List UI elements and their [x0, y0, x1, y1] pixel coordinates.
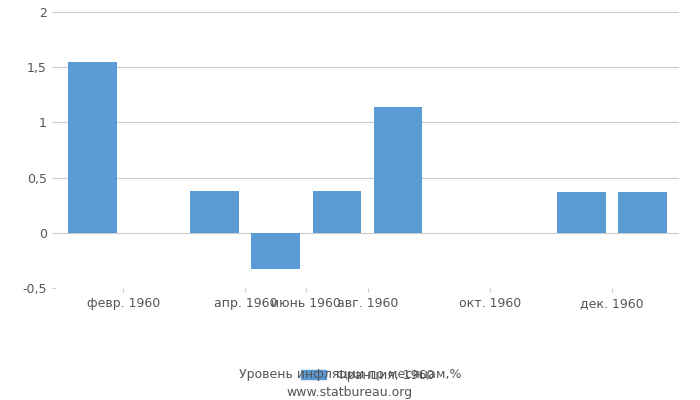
Bar: [374, 107, 423, 233]
Text: Уровень инфляции по месяцам,%: Уровень инфляции по месяцам,%: [239, 368, 461, 381]
Bar: [190, 191, 239, 233]
Legend: Франция, 1960: Франция, 1960: [296, 364, 439, 387]
Bar: [556, 192, 606, 233]
Text: www.statbureau.org: www.statbureau.org: [287, 386, 413, 399]
Bar: [68, 62, 117, 233]
Bar: [251, 233, 300, 269]
Bar: [618, 192, 667, 233]
Bar: [312, 191, 361, 233]
